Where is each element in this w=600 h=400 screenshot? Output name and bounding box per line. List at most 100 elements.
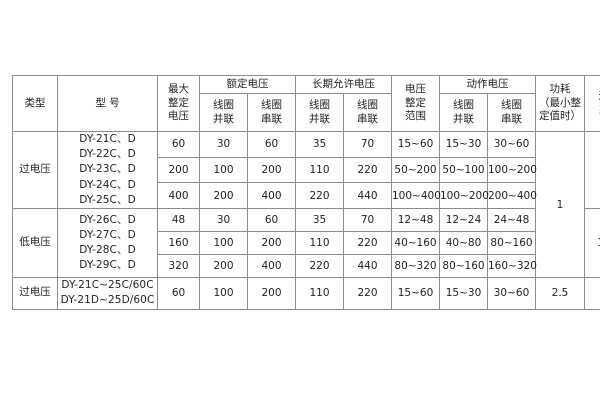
model-line: DY-22C、D [79, 148, 136, 161]
header-rated-coil-series: 线圈 串联 [247, 93, 296, 132]
cell-rated-series: 400 [247, 182, 296, 210]
cell-action-series: 200~400 [487, 182, 537, 210]
spec-table-container: 类型 型 号 最大 整定 电压 额定电压 长期允许电压 电压 整定 范围 动作电… [12, 75, 600, 310]
cell-rated-series: 200 [247, 156, 296, 184]
voltage-relay-spec-table: 类型 型 号 最大 整定 电压 额定电压 长期允许电压 电压 整定 范围 动作电… [12, 75, 600, 310]
header-rated-coil-parallel: 线圈 并联 [199, 93, 248, 132]
cell-rated-parallel: 100 [199, 277, 248, 310]
model-line: DY-28C、D [79, 244, 136, 257]
header-long-parallel-line-1: 线圈 [309, 98, 330, 111]
cell-type: 低电压 [12, 208, 58, 279]
cell-long-parallel: 220 [295, 254, 344, 279]
cell-long-series: 440 [343, 254, 392, 279]
cell-long-series: 220 [343, 277, 392, 310]
cell-long-series: 440 [343, 182, 392, 210]
header-return-line-1: 返回 [585, 90, 600, 104]
model-line: DY-21D~25D/60C [60, 294, 155, 307]
cell-long-parallel: 35 [295, 208, 344, 233]
cell-action-parallel: 40~80 [439, 231, 488, 256]
header-range-line-3: 范围 [405, 110, 426, 123]
cell-max-setting: 160 [157, 231, 200, 256]
header-action-series-line-2: 串联 [501, 112, 522, 125]
cell-rated-series: 60 [247, 131, 296, 158]
cell-action-series: 160~320 [487, 254, 537, 279]
cell-long-parallel: 35 [295, 131, 344, 158]
model-line: DY-23C、D [79, 163, 136, 176]
model-line: DY-21C~25C/60C [61, 279, 154, 292]
header-action-voltage: 动作电压 [439, 75, 536, 94]
cell-max-setting: 60 [157, 131, 200, 158]
model-line: DY-27C、D [79, 228, 136, 241]
header-row-subcolumns: 线圈 并联 线圈 串联 线圈 并联 线圈 串联 [13, 93, 600, 132]
cell-long-series: 220 [343, 156, 392, 184]
header-rated-parallel-line-2: 并联 [213, 112, 234, 125]
cell-return-coefficient: 0.8 [584, 277, 600, 310]
header-power-line-2: （最小整 [539, 96, 581, 109]
cell-type: 过电压 [12, 130, 58, 210]
table-row: 过电压 DY-21C~25C/60C DY-21D~25D/60C 60 100 200 1… [12, 277, 600, 310]
model-line: DY-26C、D [79, 213, 136, 226]
header-type: 类型 [12, 75, 58, 132]
header-return-line-2: 系数 [585, 104, 600, 118]
cell-rated-parallel: 30 [199, 131, 248, 158]
cell-action-parallel: 80~160 [439, 254, 488, 279]
header-long-series-line-2: 串联 [357, 112, 378, 125]
cell-long-parallel: 110 [295, 277, 344, 310]
cell-max-setting: 200 [157, 156, 200, 184]
header-max-setting-line-1: 最大 [168, 83, 189, 96]
header-action-parallel-line-1: 线圈 [453, 98, 474, 111]
cell-model: DY-21C、D DY-22C、D DY-23C、D DY-24C、D DY-25C、D [57, 130, 158, 210]
header-long-coil-parallel: 线圈 并联 [295, 93, 344, 132]
header-long-parallel-line-2: 并联 [309, 112, 330, 125]
cell-long-parallel: 220 [295, 182, 344, 210]
cell-action-parallel: 15~30 [439, 277, 488, 310]
header-rated-parallel-line-1: 线圈 [213, 98, 234, 111]
header-action-coil-parallel: 线圈 并联 [439, 93, 488, 132]
model-line: DY-25C、D [79, 193, 136, 206]
cell-action-series: 80~160 [487, 231, 536, 256]
header-action-parallel-line-2: 并联 [453, 112, 474, 125]
model-line: DY-24C、D [79, 178, 136, 191]
header-power-line-3: 定值时） [539, 110, 581, 123]
cell-max-setting: 48 [157, 208, 200, 233]
header-action-coil-series: 线圈 串联 [487, 93, 536, 132]
header-action-series-line-1: 线圈 [501, 98, 522, 111]
cell-max-setting: 60 [157, 277, 200, 310]
cell-rated-parallel: 100 [199, 231, 248, 256]
header-long-coil-series: 线圈 串联 [343, 93, 392, 132]
header-rated-series-line-2: 串联 [261, 112, 282, 125]
cell-action-series: 30~60 [487, 277, 536, 310]
table-row: 低电压 DY-26C、D DY-27C、D DY-28C、D DY-29C、D 48 30 6… [12, 208, 600, 279]
header-long-series-line-1: 线圈 [357, 98, 378, 111]
cell-action-series: 24~48 [487, 208, 536, 233]
cell-voltage-range: 12~48 [391, 208, 440, 233]
header-max-setting-voltage: 最大 整定 电压 [157, 75, 200, 132]
table-row: 过电压 DY-21C、D DY-22C、D DY-23C、D DY-24C、D DY-25… [12, 130, 600, 279]
header-range-line-2: 整定 [405, 96, 426, 109]
cell-return-coefficient: 1.25 [584, 208, 600, 279]
cell-rated-series: 60 [247, 208, 296, 233]
table-body: 过电压 DY-21C、D DY-22C、D DY-23C、D DY-24C、D DY-25… [12, 130, 600, 310]
cell-type: 过电压 [12, 277, 58, 310]
table-row: 400 200 400 220 440 100~400 100~200 200~400 [13, 182, 600, 210]
header-long-term-voltage: 长期允许电压 [295, 75, 392, 94]
cell-voltage-range: 40~160 [391, 231, 440, 256]
cell-rated-series: 200 [247, 277, 296, 310]
cell-action-parallel: 15~30 [439, 131, 488, 158]
cell-rated-parallel: 100 [199, 156, 248, 184]
cell-rated-series: 400 [247, 254, 296, 279]
cell-long-series: 70 [343, 208, 392, 233]
cell-max-setting: 400 [157, 182, 200, 210]
table-header: 类型 型 号 最大 整定 电压 额定电压 长期允许电压 电压 整定 范围 动作电… [12, 75, 600, 132]
table-row: 160 100 200 110 220 40~160 40~80 80~160 [13, 231, 600, 256]
cell-model: DY-21C~25C/60C DY-21D~25D/60C [57, 277, 158, 310]
cell-rated-parallel: 30 [199, 208, 248, 233]
header-max-setting-line-3: 电压 [168, 110, 189, 123]
table-row: 320 200 400 220 440 80~320 80~160 160~320 [13, 254, 600, 279]
model-line: DY-29C、D [79, 259, 136, 272]
header-range-line-1: 电压 [405, 83, 426, 96]
cell-rated-parallel: 200 [199, 182, 248, 210]
header-voltage-setting-range: 电压 整定 范围 [391, 75, 440, 132]
cell-action-parallel: 12~24 [439, 208, 488, 233]
